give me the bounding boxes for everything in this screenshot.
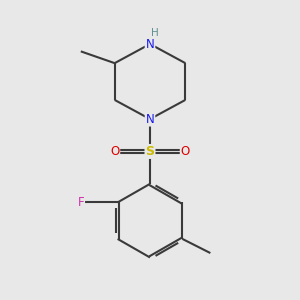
Text: O: O — [181, 145, 190, 158]
Text: H: H — [151, 28, 158, 38]
Text: S: S — [146, 145, 154, 158]
Text: F: F — [77, 196, 84, 209]
Text: O: O — [110, 145, 119, 158]
Text: N: N — [146, 38, 154, 50]
Text: N: N — [146, 112, 154, 126]
